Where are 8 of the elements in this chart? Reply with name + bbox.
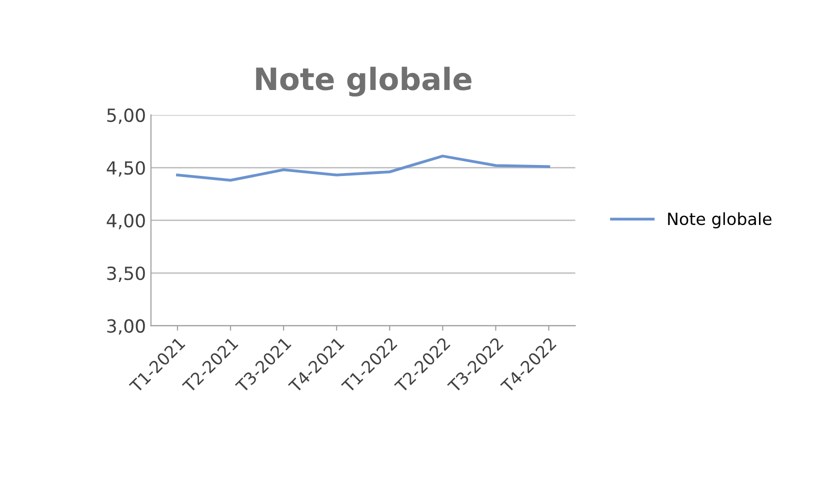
y-tick-label: 3,00 [107, 319, 145, 335]
line-series [176, 154, 550, 182]
legend-label: Note globale [668, 212, 772, 228]
y-tick-label: 5,00 [107, 108, 145, 124]
y-tick-label: 4,00 [106, 214, 145, 230]
y-tick-label: 3,50 [107, 266, 145, 282]
chart-title: Note globale [256, 66, 472, 97]
y-tick-label: 4,50 [106, 161, 145, 177]
